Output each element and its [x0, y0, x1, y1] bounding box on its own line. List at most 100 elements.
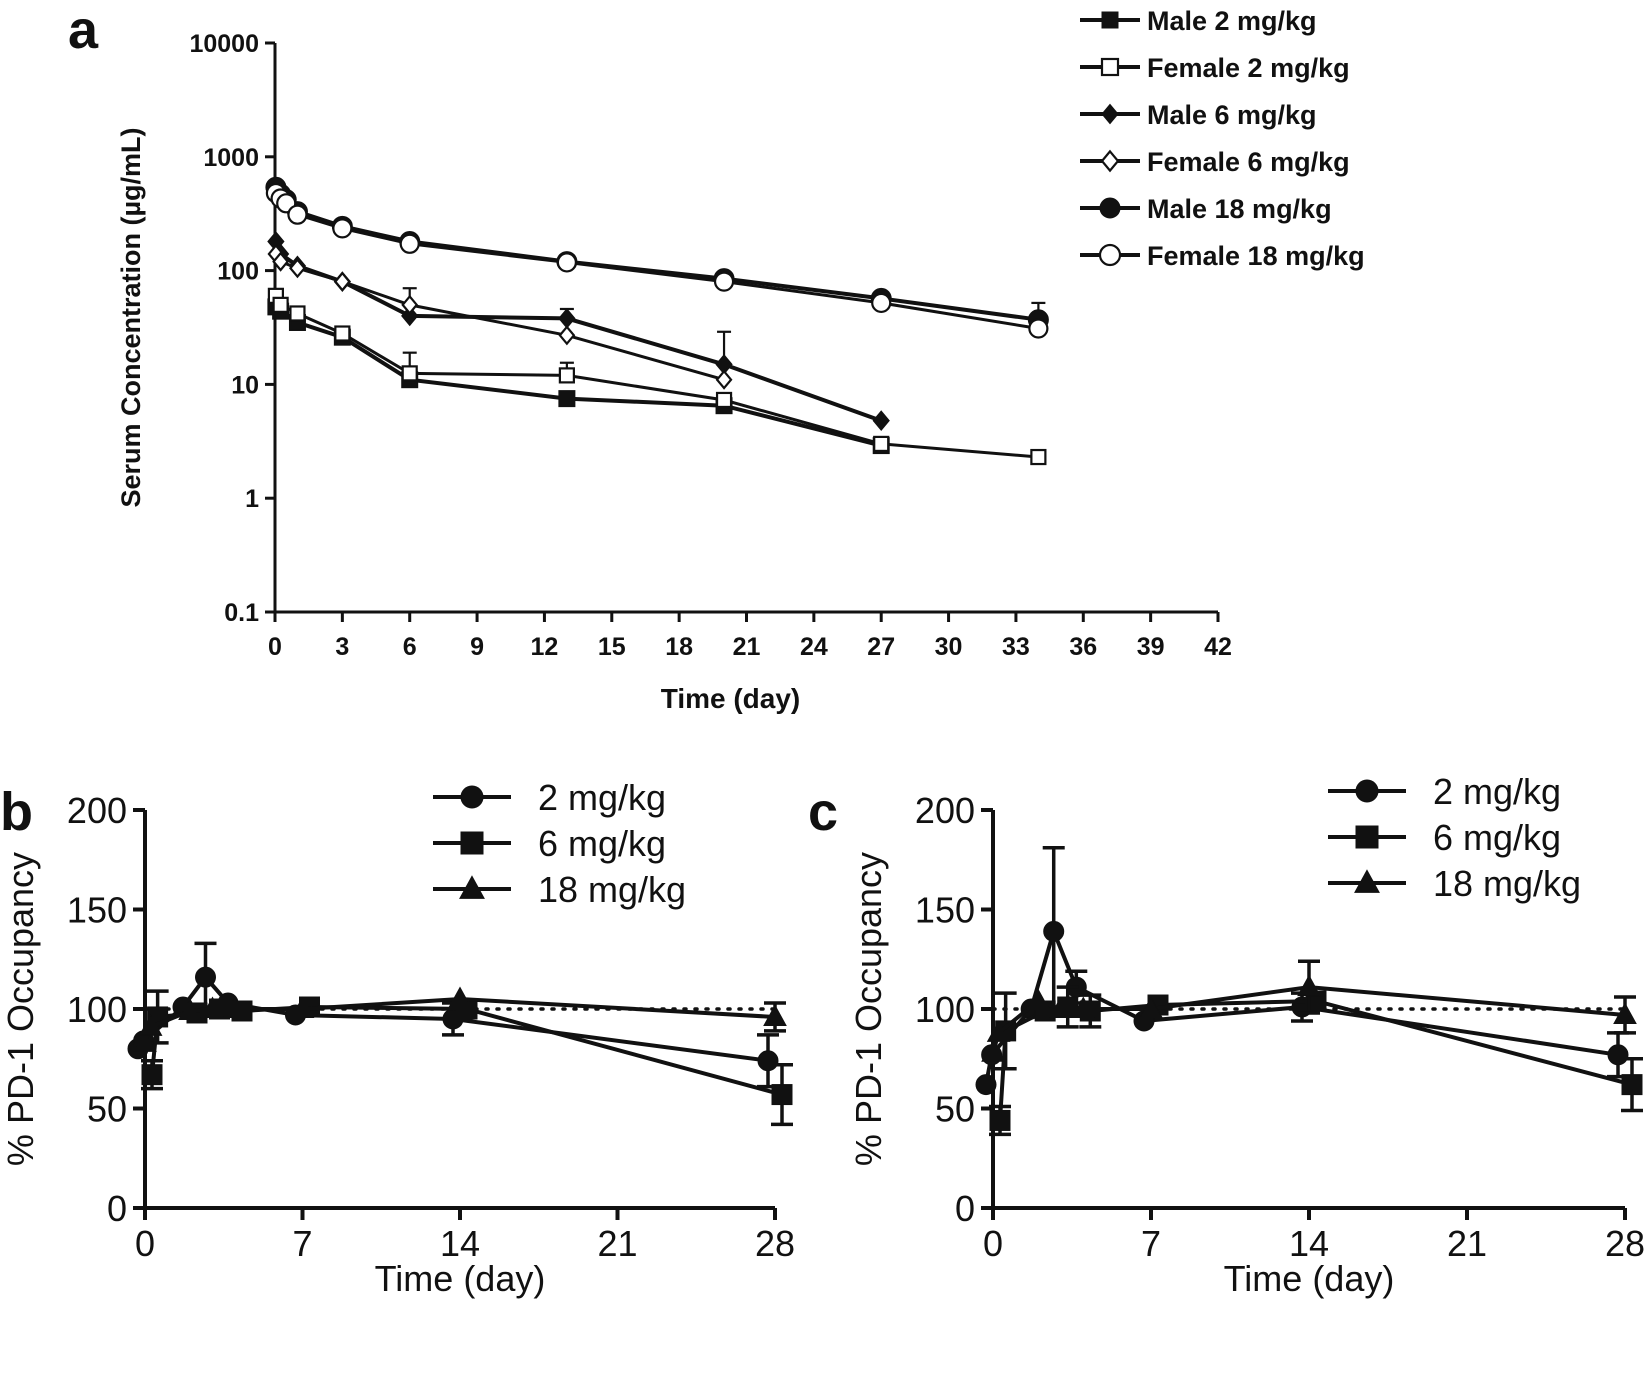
data-point — [1607, 1044, 1629, 1066]
data-point — [558, 325, 576, 346]
legend-marker — [1101, 11, 1119, 29]
legend-label: Male 6 mg/kg — [1147, 100, 1317, 130]
legend-label: 18 mg/kg — [1433, 863, 1581, 904]
x-tick-label: 18 — [665, 633, 693, 661]
y-tick-label: 10 — [231, 371, 259, 399]
data-point — [986, 1020, 1011, 1042]
data-point — [223, 996, 247, 1018]
y-tick-label: 0.1 — [224, 599, 259, 627]
x-tick-label: 15 — [598, 633, 626, 661]
data-point — [1613, 1002, 1637, 1024]
legend-label: Female 6 mg/kg — [1147, 147, 1350, 177]
x-tick-label: 7 — [292, 1223, 312, 1264]
legend-marker — [459, 875, 485, 899]
data-point — [399, 233, 420, 254]
data-point — [771, 1084, 793, 1106]
y-tick-label: 100 — [217, 258, 259, 286]
x-tick-label: 30 — [935, 633, 963, 661]
data-point — [290, 996, 315, 1018]
data-point — [872, 410, 890, 432]
y-axis-title: % PD-1 Occupancy — [0, 852, 41, 1166]
legend-marker — [1354, 869, 1380, 893]
data-point — [401, 365, 418, 382]
data-point — [558, 367, 575, 384]
data-point — [287, 204, 308, 225]
data-point — [1297, 974, 1321, 997]
data-point — [975, 1074, 997, 1096]
data-point — [333, 271, 351, 292]
x-tick-label: 24 — [800, 633, 828, 661]
data-point — [981, 1040, 1005, 1062]
data-point — [871, 292, 892, 314]
y-tick-label: 150 — [915, 890, 975, 931]
data-point — [713, 271, 735, 292]
data-point — [1030, 448, 1047, 466]
x-tick-label: 28 — [755, 1223, 795, 1264]
legend-marker — [1101, 103, 1119, 125]
x-axis-title: Time (day) — [1224, 1258, 1395, 1299]
data-point — [401, 294, 419, 315]
data-point — [558, 390, 576, 408]
x-tick-label: 42 — [1204, 633, 1232, 661]
data-point — [334, 325, 351, 342]
legend-marker — [460, 785, 484, 809]
x-tick-label: 0 — [135, 1223, 155, 1264]
y-axis-title: Serum Concentration (µg/mL) — [116, 127, 146, 507]
x-tick-label: 3 — [335, 633, 349, 661]
y-tick-label: 10000 — [189, 30, 259, 58]
legend-label: Male 2 mg/kg — [1147, 6, 1317, 36]
y-tick-label: 200 — [67, 790, 127, 831]
data-point — [178, 998, 202, 1020]
data-point — [558, 308, 576, 329]
data-point — [401, 305, 419, 327]
x-axis-title: Time (day) — [375, 1258, 546, 1299]
x-tick-label: 27 — [867, 633, 895, 661]
y-tick-label: 150 — [67, 890, 127, 931]
x-tick-label: 21 — [733, 633, 761, 661]
data-point — [1621, 1074, 1643, 1096]
legend-marker — [1100, 149, 1120, 173]
series-line-male-6-mg-kg — [274, 240, 882, 423]
panel-c-letter: c — [808, 782, 838, 842]
x-tick-label: 14 — [1289, 1223, 1329, 1264]
data-point — [448, 986, 472, 1009]
data-point — [873, 435, 890, 453]
data-point — [1071, 996, 1096, 1018]
y-tick-label: 100 — [915, 989, 975, 1030]
data-point — [989, 1109, 1011, 1131]
y-tick-label: 0 — [955, 1188, 975, 1229]
x-tick-label: 9 — [470, 633, 484, 661]
y-tick-label: 100 — [67, 989, 127, 1030]
legend-label: 18 mg/kg — [538, 869, 686, 910]
y-tick-label: 200 — [915, 790, 975, 831]
y-tick-label: 50 — [935, 1089, 975, 1130]
legend-marker — [1098, 243, 1122, 267]
y-axis-title: % PD-1 Occupancy — [848, 852, 889, 1166]
x-axis-title: Time (day) — [661, 683, 801, 714]
data-point — [332, 218, 353, 239]
x-tick-label: 7 — [1141, 1223, 1161, 1264]
x-tick-label: 14 — [440, 1223, 480, 1264]
x-tick-label: 39 — [1137, 633, 1165, 661]
data-point — [763, 1004, 787, 1026]
panel-b-letter: b — [0, 782, 33, 842]
legend-label: 6 mg/kg — [538, 823, 666, 864]
x-tick-label: 28 — [1605, 1223, 1645, 1264]
panel-a-letter: a — [68, 0, 99, 60]
y-tick-label: 50 — [87, 1089, 127, 1130]
data-point — [757, 1050, 779, 1072]
series-line-18-mg-kg — [991, 985, 1626, 1054]
legend-label: 2 mg/kg — [1433, 771, 1561, 812]
data-point — [556, 252, 577, 273]
legend-label: Female 18 mg/kg — [1147, 241, 1365, 271]
legend-label: Male 18 mg/kg — [1147, 194, 1332, 224]
x-tick-label: 36 — [1069, 633, 1097, 661]
data-point — [289, 305, 306, 322]
y-tick-label: 1000 — [203, 144, 259, 172]
x-tick-label: 21 — [597, 1223, 637, 1264]
legend-marker — [1099, 197, 1121, 219]
series-line-female-2-mg-kg — [274, 295, 1039, 459]
y-tick-label: 0 — [107, 1188, 127, 1229]
